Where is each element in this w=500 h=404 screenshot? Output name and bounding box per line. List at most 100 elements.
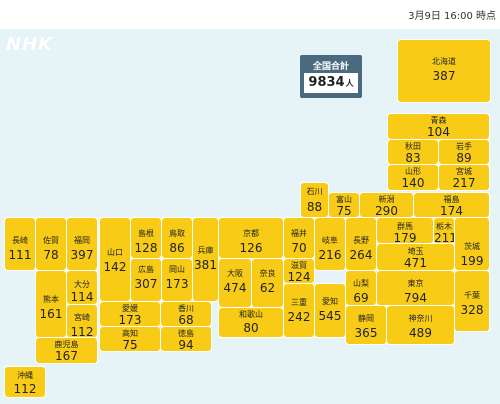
prefecture-count: 111 — [8, 248, 32, 262]
prefecture-tile-ibaraki[interactable]: 茨城 199 — [455, 218, 489, 270]
prefecture-tile-fukui[interactable]: 福井 70 — [284, 218, 314, 258]
prefecture-name: 広島 — [138, 265, 154, 274]
prefecture-name: 徳島 — [178, 329, 194, 338]
prefecture-count: 70 — [291, 241, 307, 255]
prefecture-name: 千葉 — [464, 291, 480, 300]
prefecture-tile-niigata[interactable]: 新潟 290 — [360, 193, 413, 218]
prefecture-tile-ehime[interactable]: 愛媛 173 — [100, 302, 160, 327]
national-total-value-box: 9834人 — [304, 73, 358, 93]
prefecture-tile-kochi[interactable]: 高知 75 — [100, 327, 160, 352]
prefecture-count: 124 — [287, 270, 311, 284]
prefecture-tile-saga[interactable]: 佐賀 78 — [36, 218, 66, 270]
prefecture-tile-fukuoka[interactable]: 福岡 397 — [67, 218, 97, 270]
prefecture-tile-tokushima[interactable]: 徳島 94 — [161, 327, 211, 352]
prefecture-count: 794 — [404, 291, 427, 305]
prefecture-tile-yamaguchi[interactable]: 山口 142 — [100, 218, 130, 301]
prefecture-tile-chiba[interactable]: 千葉 328 — [455, 271, 489, 331]
prefecture-count: 88 — [306, 200, 323, 214]
prefecture-name: 島根 — [138, 229, 154, 238]
prefecture-name: 神奈川 — [408, 314, 433, 323]
prefecture-name: 和歌山 — [239, 310, 263, 319]
prefecture-name: 宮城 — [456, 167, 472, 176]
prefecture-tile-ishikawa[interactable]: 石川 88 — [301, 183, 328, 217]
prefecture-name: 沖縄 — [17, 371, 33, 380]
prefecture-tile-kanagawa[interactable]: 神奈川 489 — [387, 306, 454, 344]
prefecture-tile-yamagata[interactable]: 山形 140 — [388, 165, 438, 190]
prefecture-count: 217 — [452, 176, 476, 190]
prefecture-count: 75 — [336, 204, 352, 218]
prefecture-count: 242 — [287, 310, 311, 324]
prefecture-count: 471 — [404, 256, 427, 270]
prefecture-tile-gifu[interactable]: 岐阜 216 — [315, 218, 345, 270]
prefecture-name: 大分 — [74, 280, 90, 289]
national-total-label: 全国合計 — [312, 62, 349, 72]
prefecture-tile-tokyo[interactable]: 東京 794 — [377, 271, 454, 305]
prefecture-tile-toyama[interactable]: 富山 75 — [329, 193, 359, 218]
prefecture-name: 福井 — [291, 229, 307, 238]
prefecture-tile-nagasaki[interactable]: 長崎 111 — [5, 218, 35, 270]
prefecture-count: 75 — [122, 338, 138, 352]
nhk-logo: NHK — [6, 34, 54, 55]
prefecture-count: 365 — [354, 326, 378, 340]
prefecture-name: 岐阜 — [322, 236, 338, 245]
prefecture-name: 三重 — [291, 298, 307, 307]
prefecture-tile-hiroshima[interactable]: 広島 307 — [131, 259, 161, 301]
prefecture-tile-hokkaido[interactable]: 北海道 387 — [398, 40, 490, 102]
prefecture-tile-miyagi[interactable]: 宮城 217 — [439, 165, 489, 190]
prefecture-tile-okinawa[interactable]: 沖縄 112 — [5, 367, 45, 397]
prefecture-tile-gunma[interactable]: 群馬 179 — [377, 218, 433, 245]
prefecture-tile-nara[interactable]: 奈良 62 — [252, 259, 283, 307]
prefecture-tile-hyogo[interactable]: 兵庫 381 — [193, 218, 218, 301]
prefecture-name: 宮崎 — [74, 313, 90, 322]
prefecture-tile-nagano[interactable]: 長野 264 — [346, 218, 376, 270]
prefecture-tile-shimane[interactable]: 島根 128 — [131, 218, 161, 258]
prefecture-tile-saitama[interactable]: 埼玉 471 — [377, 244, 454, 270]
national-total-panel: 全国合計 9834人 — [300, 55, 362, 98]
prefecture-count: 211 — [434, 231, 457, 245]
prefecture-count: 397 — [70, 248, 94, 262]
prefecture-tile-iwate[interactable]: 岩手 89 — [439, 140, 489, 165]
prefecture-name: 山口 — [107, 248, 123, 257]
prefecture-tile-yamanashi[interactable]: 山梨 69 — [346, 271, 376, 305]
prefecture-count: 83 — [405, 151, 421, 165]
prefecture-count: 114 — [70, 290, 94, 304]
prefecture-tile-tochigi[interactable]: 栃木 211 — [434, 218, 457, 245]
prefecture-name: 岩手 — [456, 142, 472, 151]
prefecture-count: 126 — [239, 241, 263, 255]
prefecture-tile-mie[interactable]: 三重 242 — [284, 284, 314, 337]
prefecture-count: 381 — [194, 258, 217, 272]
prefecture-tile-osaka[interactable]: 大阪 474 — [219, 259, 251, 307]
prefecture-count: 545 — [318, 309, 342, 323]
timestamp: 3月9日 16:00 時点 — [408, 11, 496, 22]
prefecture-count: 161 — [39, 307, 63, 321]
prefecture-name: 埼玉 — [407, 247, 424, 256]
prefecture-tile-tottori[interactable]: 鳥取 86 — [162, 218, 192, 258]
prefecture-tile-shiga[interactable]: 滋賀 124 — [284, 259, 314, 284]
prefecture-count: 68 — [178, 313, 194, 327]
prefecture-tile-fukushima[interactable]: 福島 174 — [414, 193, 489, 218]
prefecture-tile-wakayama[interactable]: 和歌山 80 — [219, 308, 283, 337]
prefecture-name: 長崎 — [12, 236, 28, 245]
prefecture-tile-okayama[interactable]: 岡山 173 — [162, 259, 192, 301]
prefecture-name: 鳥取 — [169, 229, 185, 238]
prefecture-tile-kagawa[interactable]: 香川 68 — [161, 302, 211, 327]
prefecture-tile-kagoshima[interactable]: 鹿児島 167 — [36, 338, 97, 363]
prefecture-name: 愛知 — [322, 297, 338, 306]
prefecture-count: 474 — [223, 281, 247, 295]
prefecture-name: 静岡 — [358, 314, 374, 323]
prefecture-name: 東京 — [407, 279, 424, 288]
prefecture-tile-aomori[interactable]: 青森 104 — [388, 114, 489, 139]
prefecture-count: 78 — [43, 248, 59, 262]
prefecture-tile-oita[interactable]: 大分 114 — [67, 271, 97, 304]
prefecture-tile-aichi[interactable]: 愛知 545 — [315, 284, 345, 337]
prefecture-count: 489 — [409, 326, 432, 340]
prefecture-tile-shizuoka[interactable]: 静岡 365 — [346, 306, 386, 344]
prefecture-tile-kyoto[interactable]: 京都 126 — [219, 218, 283, 258]
prefecture-tile-akita[interactable]: 秋田 83 — [388, 140, 438, 165]
prefecture-tile-miyazaki[interactable]: 宮崎 112 — [67, 305, 97, 339]
prefecture-name: 鹿児島 — [54, 340, 79, 349]
prefecture-tile-kumamoto[interactable]: 熊本 161 — [36, 271, 66, 337]
prefecture-count: 89 — [456, 151, 472, 165]
prefecture-name: 群馬 — [397, 222, 413, 231]
prefecture-count: 112 — [70, 325, 94, 339]
